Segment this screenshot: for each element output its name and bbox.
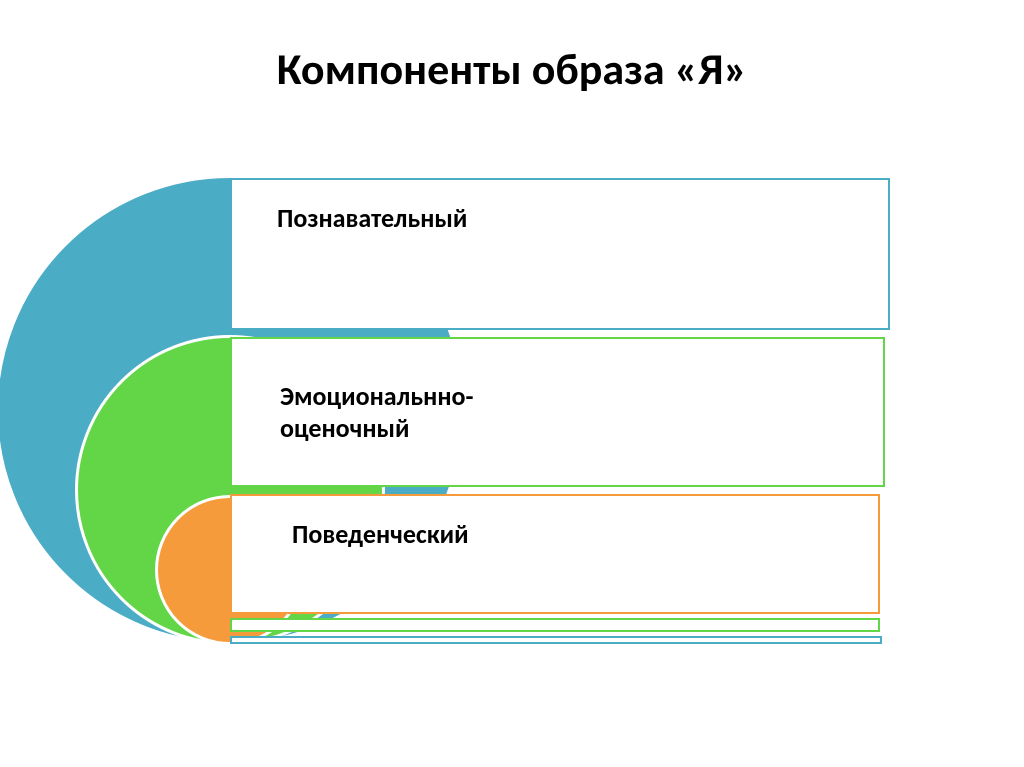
page-title: Компоненты образа «Я» <box>0 42 1024 96</box>
component-bar-label-2: Поведенческий <box>292 518 469 551</box>
components-diagram: Познавательный Эмоциональнно- оценочный По… <box>95 160 915 660</box>
component-bar-0: Познавательный <box>230 178 890 330</box>
outer-rule-1 <box>230 636 882 644</box>
outer-rule-0 <box>230 618 880 632</box>
component-bar-label-1: Эмоциональнно- оценочный <box>280 380 473 445</box>
component-bar-1: Эмоциональнно- оценочный <box>230 337 885 487</box>
component-bar-2: Поведенческий <box>230 494 880 614</box>
component-bar-label-0: Познавательный <box>277 202 467 235</box>
